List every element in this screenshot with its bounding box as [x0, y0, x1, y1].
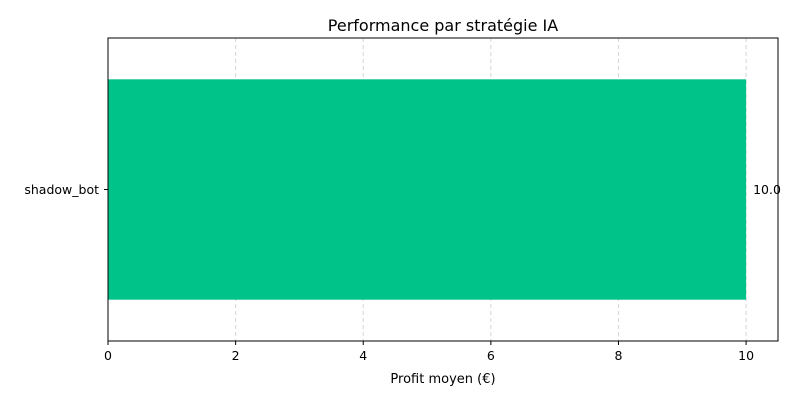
x-tick-label: 6 — [487, 348, 495, 363]
x-tick-label: 4 — [359, 348, 367, 363]
y-axis-ticks: shadow_bot — [24, 182, 108, 197]
x-axis-label: Profit moyen (€) — [390, 372, 495, 387]
x-tick-label: 8 — [614, 348, 622, 363]
x-tick-label: 0 — [104, 348, 112, 363]
y-tick-label: shadow_bot — [24, 182, 99, 197]
x-axis-ticks: 0 2 4 6 8 10 — [104, 341, 754, 363]
bar-shadow_bot — [108, 79, 747, 300]
bar-value-label: 10.0 — [753, 182, 781, 197]
data-labels: 10.0 — [753, 182, 781, 197]
bars — [108, 79, 747, 300]
x-tick-label: 10 — [738, 348, 754, 363]
x-tick-label: 2 — [232, 348, 240, 363]
chart-title: Performance par stratégie IA — [328, 16, 558, 35]
